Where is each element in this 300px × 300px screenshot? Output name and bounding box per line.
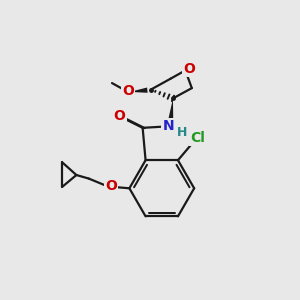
Text: O: O [114,109,126,123]
Text: N: N [162,119,174,133]
Text: O: O [105,179,117,193]
Polygon shape [130,88,148,93]
Text: H: H [177,126,188,139]
Text: Cl: Cl [190,130,205,145]
Text: O: O [184,62,195,76]
Polygon shape [168,98,173,121]
Text: O: O [122,84,134,98]
